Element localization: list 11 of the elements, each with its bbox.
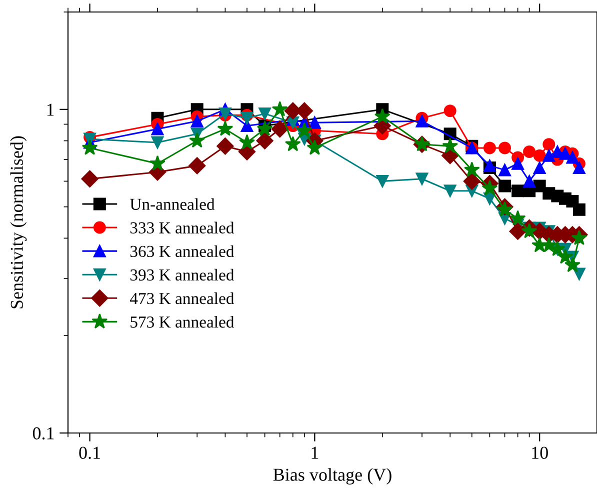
x-tick-label: 1	[312, 446, 318, 459]
x-tick-label: 10	[532, 446, 548, 459]
legend-label: 473 K annealed	[130, 292, 234, 304]
legend-label: Un-annealed	[130, 198, 215, 210]
y-axis-title: Sensitivity (normalised)	[10, 136, 27, 308]
legend-label: 333 K annealed	[130, 222, 234, 234]
legend-label: 363 K annealed	[130, 245, 234, 258]
legend-label: 393 K annealed	[130, 268, 234, 281]
x-axis-title: Bias voltage (V)	[273, 468, 392, 485]
legend-label: 573 K annealed	[130, 316, 234, 328]
x-tick-label: 0.1	[79, 446, 100, 459]
